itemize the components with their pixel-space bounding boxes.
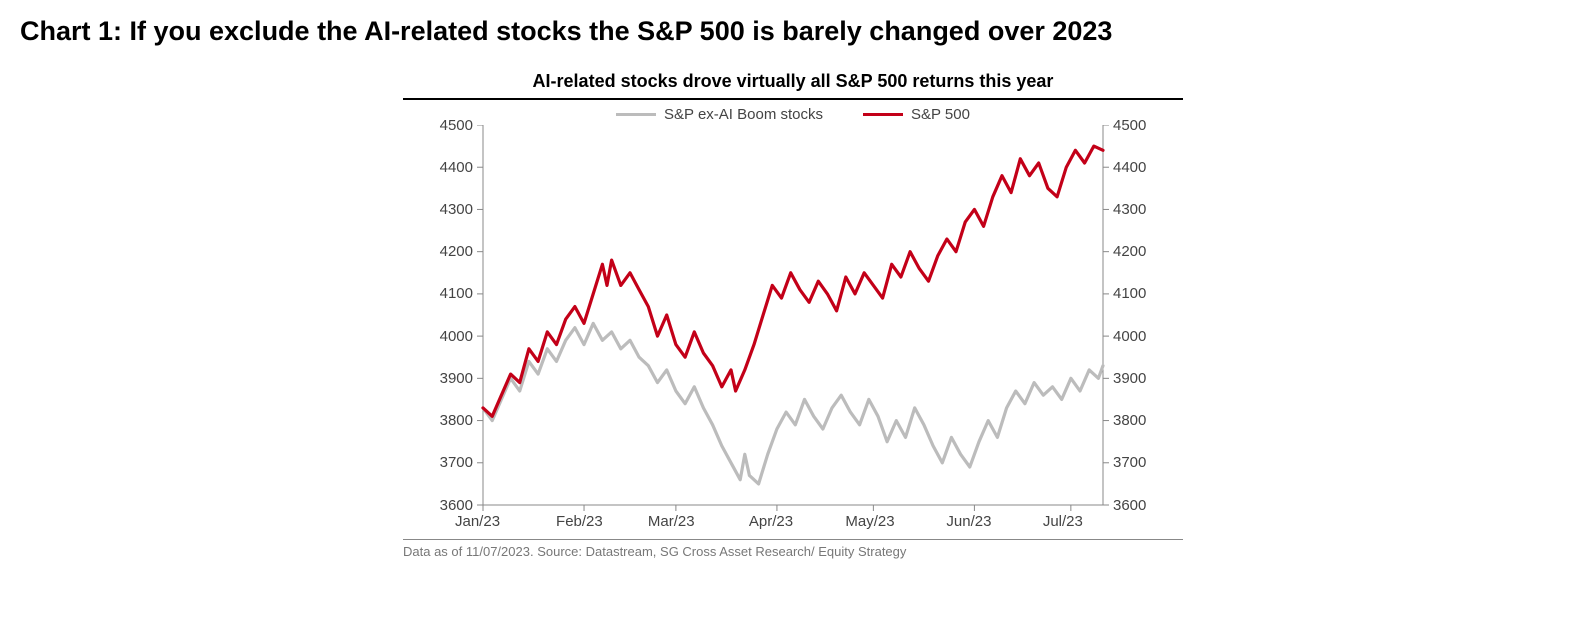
x-tick-label: Apr/23 — [749, 513, 793, 530]
x-tick-label: May/23 — [845, 513, 894, 530]
legend-swatch-ex_ai — [616, 113, 656, 116]
y-tick-label-right: 4000 — [1113, 328, 1146, 345]
y-tick-label-left: 4200 — [440, 243, 473, 260]
y-tick-label-left: 3800 — [440, 412, 473, 429]
plot-svg — [413, 125, 1173, 539]
y-tick-label-right: 3900 — [1113, 370, 1146, 387]
x-tick-label: Feb/23 — [556, 513, 603, 530]
series-line-sp500 — [483, 146, 1103, 416]
chart-footer-text: Data as of 11/07/2023. Source: Datastrea… — [403, 540, 1183, 559]
chart-legend: S&P ex-AI Boom stocks S&P 500 — [403, 100, 1183, 125]
y-tick-label-left: 4100 — [440, 285, 473, 302]
legend-label-ex_ai: S&P ex-AI Boom stocks — [664, 106, 823, 123]
y-tick-label-right: 3800 — [1113, 412, 1146, 429]
series-line-ex_ai — [483, 323, 1103, 484]
y-tick-label-right: 4300 — [1113, 201, 1146, 218]
legend-item-sp500: S&P 500 — [863, 106, 970, 123]
y-tick-label-right: 3600 — [1113, 497, 1146, 514]
y-tick-label-left: 3700 — [440, 454, 473, 471]
chart-title: AI-related stocks drove virtually all S&… — [403, 71, 1183, 92]
page-title: Chart 1: If you exclude the AI-related s… — [20, 16, 1566, 47]
plot-area: 3600 3600 3700 3700 3800 3800 3900 3900 4000 4000… — [413, 125, 1173, 539]
page-root: Chart 1: If you exclude the AI-related s… — [0, 0, 1586, 630]
y-tick-label-right: 4200 — [1113, 243, 1146, 260]
y-tick-label-left: 4000 — [440, 328, 473, 345]
y-tick-label-right: 3700 — [1113, 454, 1146, 471]
x-tick-label: Jul/23 — [1043, 513, 1083, 530]
y-tick-label-right: 4100 — [1113, 285, 1146, 302]
y-tick-label-left: 4500 — [440, 117, 473, 134]
y-tick-label-left: 3900 — [440, 370, 473, 387]
y-tick-label-left: 4400 — [440, 159, 473, 176]
chart-container: AI-related stocks drove virtually all S&… — [403, 71, 1183, 559]
x-tick-label: Jun/23 — [946, 513, 991, 530]
y-tick-label-left: 4300 — [440, 201, 473, 218]
y-tick-label-left: 3600 — [440, 497, 473, 514]
y-tick-label-right: 4400 — [1113, 159, 1146, 176]
x-tick-label: Mar/23 — [648, 513, 695, 530]
legend-label-sp500: S&P 500 — [911, 106, 970, 123]
legend-item-ex_ai: S&P ex-AI Boom stocks — [616, 106, 823, 123]
legend-swatch-sp500 — [863, 113, 903, 116]
x-tick-label: Jan/23 — [455, 513, 500, 530]
y-tick-label-right: 4500 — [1113, 117, 1146, 134]
